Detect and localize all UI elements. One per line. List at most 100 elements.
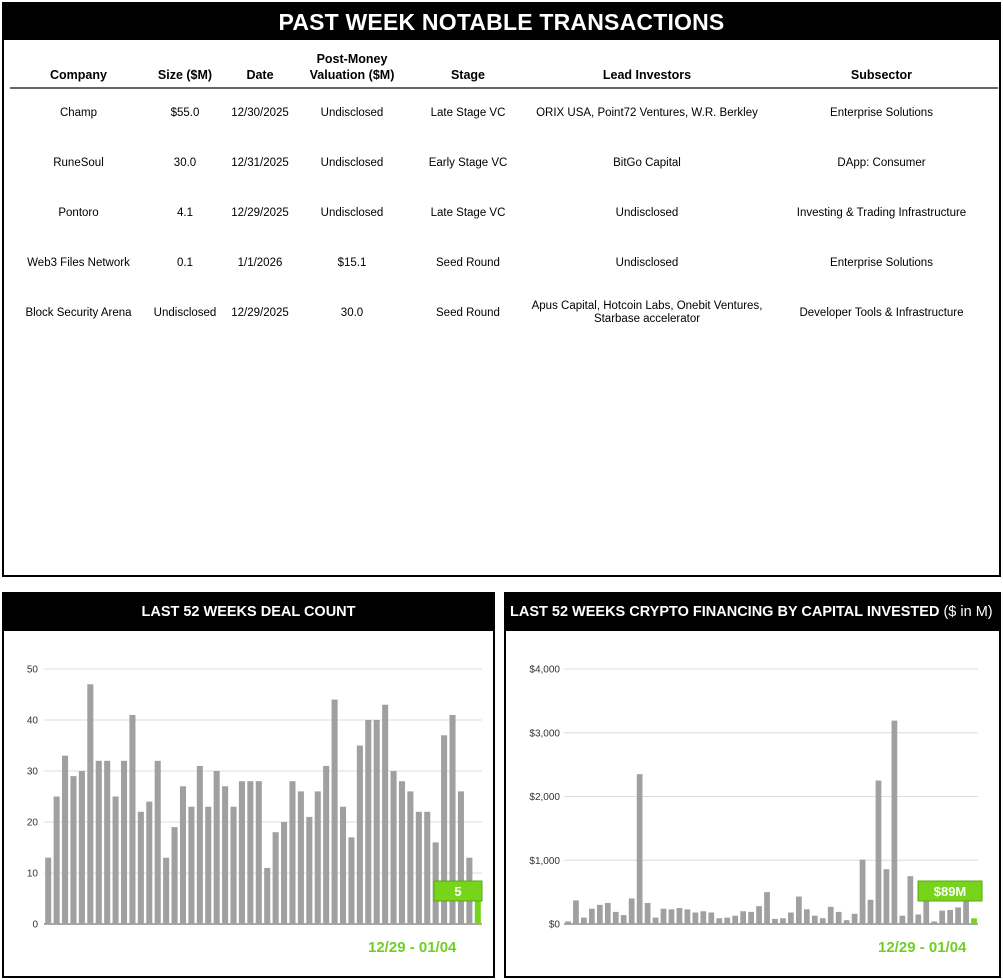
- bar: [146, 801, 153, 924]
- transactions-panel: PAST WEEK NOTABLE TRANSACTIONS Company S…: [2, 2, 1001, 577]
- deal-count-panel: LAST 52 WEEKS DEAL COUNT 0 10 20 30 40 50 5 12…: [2, 592, 495, 978]
- cell-valuation: 30.0: [340, 306, 364, 319]
- highlight-callout: [917, 880, 983, 902]
- bar: [716, 918, 723, 924]
- bar: [931, 921, 938, 924]
- bar: [53, 796, 60, 924]
- bar: [179, 786, 187, 924]
- chart-title-text: LAST 52 WEEKS CRYPTO FINANCING BY CAPITA…: [510, 604, 940, 620]
- bar: [78, 771, 85, 924]
- chart-title: LAST 52 WEEKS CRYPTO FINANCING BY CAPITA…: [506, 594, 999, 631]
- bar: [851, 913, 858, 924]
- column-header-date: Date: [223, 48, 297, 89]
- chart-title-unit: ($ in M): [943, 604, 993, 620]
- cell-stage: Early Stage VC: [428, 156, 508, 169]
- bar: [87, 684, 94, 924]
- bar: [708, 912, 715, 924]
- bar: [45, 857, 52, 924]
- bar: [827, 906, 834, 924]
- bar: [365, 720, 372, 924]
- bar: [644, 902, 651, 924]
- bar: [390, 771, 397, 924]
- column-header-company: Company: [10, 48, 147, 89]
- bar: [907, 876, 914, 924]
- y-tick-label: $4,000: [529, 665, 560, 676]
- cell-lead-investors: Undisclosed: [615, 206, 679, 219]
- capital-invested-chart: $0 $1,000 $2,000 $3,000 $4,000 $89M: [529, 665, 983, 931]
- cell-lead-investors: ORIX USA, Point72 Ventures, W.R. Berkley: [536, 107, 758, 119]
- bar: [676, 908, 683, 924]
- bar: [788, 912, 794, 924]
- bar: [843, 920, 850, 924]
- bar: [62, 755, 69, 924]
- bar: [188, 806, 195, 924]
- bar: [955, 907, 961, 924]
- bar: [255, 781, 262, 924]
- bar: [457, 791, 464, 924]
- bar: [213, 771, 220, 924]
- bar: [314, 791, 321, 924]
- bar: [772, 918, 778, 924]
- y-tick-label: 40: [27, 716, 39, 727]
- bar: [803, 909, 810, 924]
- highlight-callout: [433, 880, 483, 902]
- bar: [565, 921, 571, 924]
- cell-valuation: Undisclosed: [320, 107, 384, 119]
- bar: [281, 822, 288, 924]
- cell-lead-investors: Undisclosed: [615, 256, 679, 269]
- column-header-subsector: Subsector: [765, 48, 998, 89]
- column-header-valuation: Post-Money Valuation ($M): [297, 48, 407, 89]
- date-range-label: 12/29 - 01/04: [368, 939, 457, 956]
- cell-subsector: Enterprise Solutions: [830, 107, 933, 119]
- chart-title: LAST 52 WEEKS DEAL COUNT: [4, 594, 493, 631]
- bar: [700, 911, 707, 924]
- bar: [382, 704, 389, 924]
- deal-count-chart: 0 10 20 30 40 50 5: [27, 665, 483, 931]
- bar: [297, 791, 304, 924]
- bar: [449, 714, 456, 924]
- bar: [628, 898, 635, 924]
- table-row: Block Security Arena Undisclosed 12/29/2…: [10, 288, 998, 338]
- bar: [264, 867, 271, 924]
- bar: [668, 909, 675, 924]
- bar: [891, 720, 898, 924]
- highlight-bar: [474, 898, 481, 924]
- cell-size: $55.0: [170, 107, 200, 119]
- cell-stage: Late Stage VC: [430, 206, 506, 219]
- bar: [415, 811, 422, 924]
- y-tick-label: $0: [549, 920, 561, 931]
- bar: [112, 796, 119, 924]
- bar: [230, 806, 237, 924]
- bar: [70, 776, 77, 924]
- bar: [373, 720, 380, 924]
- bar: [356, 745, 363, 924]
- bar: [875, 780, 882, 924]
- bar: [339, 806, 347, 924]
- cell-subsector: DApp: Consumer: [837, 156, 926, 169]
- bar: [660, 908, 667, 924]
- bar: [137, 811, 144, 924]
- cell-valuation: Undisclosed: [320, 156, 384, 169]
- panel-title: PAST WEEK NOTABLE TRANSACTIONS: [4, 4, 999, 40]
- cell-company: RuneSoul: [53, 156, 104, 169]
- highlight-value-label: 5: [454, 884, 461, 899]
- bar: [573, 900, 579, 924]
- bar: [684, 909, 691, 924]
- highlight-bar: [971, 918, 977, 924]
- cell-valuation: Undisclosed: [320, 206, 384, 219]
- cell-date: 12/31/2025: [231, 156, 289, 169]
- cell-stage: Late Stage VC: [430, 107, 506, 119]
- bar: [407, 791, 414, 924]
- table-row: Champ $55.0 12/30/2025 Undisclosed Late …: [10, 88, 998, 138]
- column-header-size: Size ($M): [147, 48, 223, 89]
- bar: [588, 908, 595, 924]
- cell-size: 0.1: [177, 256, 193, 269]
- bar: [163, 857, 170, 924]
- bar: [811, 915, 818, 924]
- y-tick-label: 20: [27, 818, 39, 829]
- bar: [424, 811, 431, 924]
- bar: [620, 915, 627, 924]
- bar: [859, 859, 866, 924]
- cell-company: Block Security Arena: [25, 306, 132, 319]
- cell-company: Web3 Files Network: [27, 256, 130, 269]
